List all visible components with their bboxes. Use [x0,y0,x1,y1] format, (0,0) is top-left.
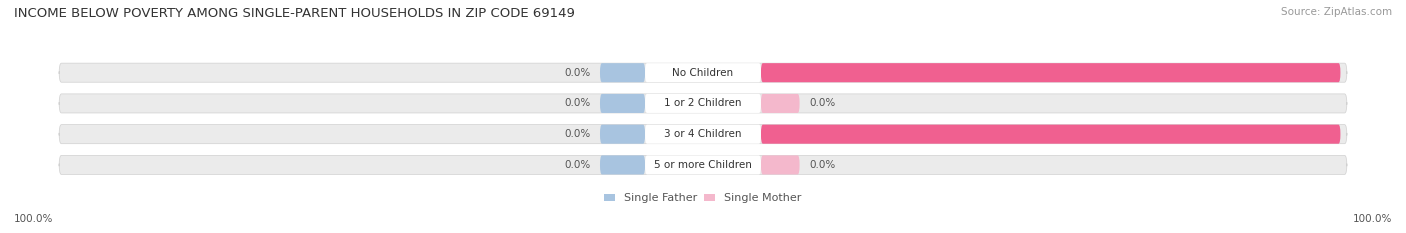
FancyBboxPatch shape [761,155,800,175]
FancyBboxPatch shape [600,125,645,144]
Text: 100.0%: 100.0% [1353,214,1392,224]
Text: 0.0%: 0.0% [564,98,591,108]
FancyBboxPatch shape [645,125,761,144]
Text: 0.0%: 0.0% [564,129,591,139]
Text: Source: ZipAtlas.com: Source: ZipAtlas.com [1281,7,1392,17]
Text: 0.0%: 0.0% [564,68,591,78]
FancyBboxPatch shape [600,94,645,113]
FancyBboxPatch shape [59,125,1347,144]
FancyBboxPatch shape [761,125,1340,144]
FancyBboxPatch shape [645,155,761,175]
Text: No Children: No Children [672,68,734,78]
Text: 100.0%: 100.0% [14,214,53,224]
Text: 100.0%: 100.0% [1350,68,1393,78]
FancyBboxPatch shape [600,63,645,82]
FancyBboxPatch shape [600,155,645,175]
FancyBboxPatch shape [59,94,1347,113]
Legend: Single Father, Single Mother: Single Father, Single Mother [605,193,801,203]
Text: 100.0%: 100.0% [1350,129,1393,139]
Text: 3 or 4 Children: 3 or 4 Children [664,129,742,139]
Text: 5 or more Children: 5 or more Children [654,160,752,170]
Text: INCOME BELOW POVERTY AMONG SINGLE-PARENT HOUSEHOLDS IN ZIP CODE 69149: INCOME BELOW POVERTY AMONG SINGLE-PARENT… [14,7,575,20]
FancyBboxPatch shape [59,155,1347,175]
FancyBboxPatch shape [645,63,761,82]
Text: 1 or 2 Children: 1 or 2 Children [664,98,742,108]
Text: 0.0%: 0.0% [810,98,835,108]
Text: 0.0%: 0.0% [810,160,835,170]
FancyBboxPatch shape [761,63,1340,82]
FancyBboxPatch shape [59,63,1347,82]
FancyBboxPatch shape [645,94,761,113]
FancyBboxPatch shape [761,94,800,113]
Text: 0.0%: 0.0% [564,160,591,170]
